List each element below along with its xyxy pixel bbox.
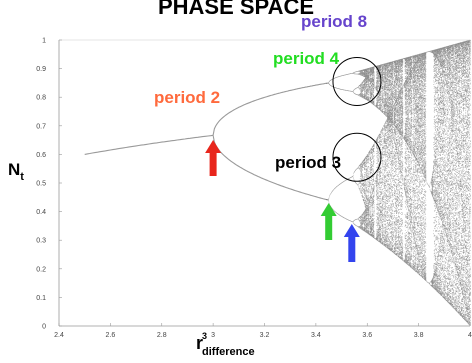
y-tick-label: 0.8 bbox=[36, 95, 46, 102]
fixed-point-branch bbox=[84, 134, 214, 155]
chaotic-region-points bbox=[326, 39, 471, 326]
arrow-period-4-icon bbox=[320, 203, 337, 240]
period-2-upper-branch bbox=[212, 82, 328, 136]
x-axis-label-subscript: difference bbox=[202, 346, 255, 358]
arrow-period-2-icon bbox=[205, 140, 222, 176]
period-2-lower-branch bbox=[212, 135, 328, 201]
x-axis-label: r3 difference bbox=[196, 331, 255, 358]
x-tick-label: 2.6 bbox=[106, 332, 116, 339]
bifurcation-points bbox=[84, 39, 471, 326]
period-3-circle bbox=[332, 132, 382, 182]
y-tick-label: 0 bbox=[42, 324, 46, 331]
chart-title: PHASE SPACE bbox=[158, 0, 314, 19]
x-tick-label: 2.4 bbox=[54, 332, 64, 339]
y-tick-label: 0.9 bbox=[36, 66, 46, 73]
y-tick-label: 0.6 bbox=[36, 152, 46, 159]
y-axis-label-subscript: t bbox=[20, 171, 24, 183]
y-tick-label: 1 bbox=[42, 38, 46, 45]
x-tick-label: 3.4 bbox=[311, 332, 321, 339]
x-tick-label: 3 bbox=[211, 332, 215, 339]
y-tick-label: 0.2 bbox=[36, 266, 46, 273]
period-8-circle bbox=[332, 56, 382, 106]
period-8-label: period 8 bbox=[301, 12, 367, 31]
y-axis-label: Nt bbox=[8, 160, 24, 183]
y-tick-label: 0.3 bbox=[36, 238, 46, 245]
x-tick-label: 3.2 bbox=[260, 332, 270, 339]
x-tick-label: 3.8 bbox=[414, 332, 424, 339]
period-2-label: period 2 bbox=[154, 88, 220, 107]
plot-frame bbox=[58, 39, 470, 327]
period-3-label: period 3 bbox=[275, 153, 341, 172]
x-tick-label: 2.8 bbox=[157, 332, 167, 339]
x-tick-label: 3.6 bbox=[362, 332, 372, 339]
x-axis-label-superscript: 3 bbox=[202, 331, 207, 341]
x-tick-label: 4 bbox=[468, 332, 472, 339]
x-axis-ticks: 2.4 2.6 2.8 3 3.2 3.4 3.6 3.8 4 bbox=[54, 323, 472, 339]
y-axis-ticks: 0 0.1 0.2 0.3 0.4 0.5 0.6 0.7 0.8 0.9 1 bbox=[36, 38, 62, 331]
annotation-arrows bbox=[205, 140, 360, 262]
y-tick-label: 0.1 bbox=[36, 295, 46, 302]
y-tick-label: 0.7 bbox=[36, 123, 46, 130]
y-tick-label: 0.4 bbox=[36, 209, 46, 216]
period-4-label: period 4 bbox=[273, 49, 340, 68]
y-tick-label: 0.5 bbox=[36, 181, 46, 188]
arrow-period-8-icon bbox=[343, 224, 360, 262]
